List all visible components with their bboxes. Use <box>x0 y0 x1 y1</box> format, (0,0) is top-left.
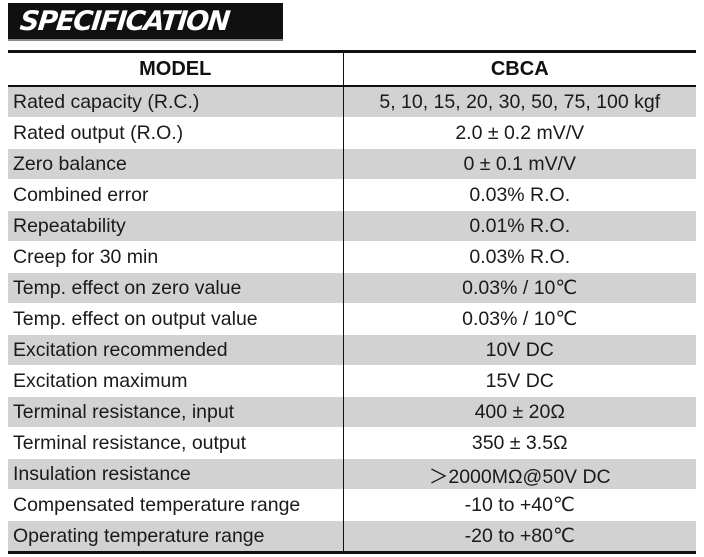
table-row: Insulation resistance ＞2000MΩ@50V DC <box>8 458 696 490</box>
spec-label: Excitation recommended <box>8 334 344 366</box>
spec-value: 0 ± 0.1 mV/V <box>343 148 696 180</box>
specification-table: MODEL CBCA Rated capacity (R.C.) 5, 10, … <box>8 50 696 554</box>
table-row: Operating temperature range -20 to +80℃ <box>8 520 696 554</box>
table-row: Excitation maximum 15V DC <box>8 365 696 397</box>
table-row: Terminal resistance, output 350 ± 3.5Ω <box>8 427 696 459</box>
table-row: Temp. effect on output value 0.03% / 10℃ <box>8 303 696 335</box>
spec-label: Zero balance <box>8 148 344 180</box>
spec-label: Terminal resistance, output <box>8 427 344 459</box>
spec-value: 0.03% R.O. <box>343 241 696 273</box>
table-row: Repeatability 0.01% R.O. <box>8 210 696 242</box>
table-row: Rated output (R.O.) 2.0 ± 0.2 mV/V <box>8 117 696 149</box>
spec-label: Creep for 30 min <box>8 241 344 273</box>
spec-value: -10 to +40℃ <box>343 489 696 521</box>
spec-value: 0.01% R.O. <box>343 210 696 242</box>
spec-value: 10V DC <box>343 334 696 366</box>
spec-label: Temp. effect on output value <box>8 303 344 335</box>
section-title-banner: SPECIFICATION <box>8 3 283 41</box>
table-header-row: MODEL CBCA <box>8 50 696 87</box>
spec-label: Rated capacity (R.C.) <box>8 85 344 118</box>
header-model-label: MODEL <box>8 50 344 87</box>
spec-value: 0.03% / 10℃ <box>343 272 696 304</box>
table-row: Combined error 0.03% R.O. <box>8 179 696 211</box>
spec-label: Repeatability <box>8 210 344 242</box>
table-row: Rated capacity (R.C.) 5, 10, 15, 20, 30,… <box>8 85 696 118</box>
table-row: Terminal resistance, input 400 ± 20Ω <box>8 396 696 428</box>
table-row: Compensated temperature range -10 to +40… <box>8 489 696 521</box>
table-row: Creep for 30 min 0.03% R.O. <box>8 241 696 273</box>
spec-value: ＞2000MΩ@50V DC <box>343 458 696 490</box>
spec-label: Combined error <box>8 179 344 211</box>
spec-value: 0.03% / 10℃ <box>343 303 696 335</box>
spec-value: 5, 10, 15, 20, 30, 50, 75, 100 kgf <box>343 85 696 118</box>
spec-label: Excitation maximum <box>8 365 344 397</box>
spec-value: 2.0 ± 0.2 mV/V <box>343 117 696 149</box>
spec-label: Operating temperature range <box>8 520 344 554</box>
spec-label: Temp. effect on zero value <box>8 272 344 304</box>
section-title: SPECIFICATION <box>18 6 231 37</box>
spec-value: 400 ± 20Ω <box>343 396 696 428</box>
spec-value: 350 ± 3.5Ω <box>343 427 696 459</box>
table-row: Temp. effect on zero value 0.03% / 10℃ <box>8 272 696 304</box>
table-row: Zero balance 0 ± 0.1 mV/V <box>8 148 696 180</box>
spec-label: Rated output (R.O.) <box>8 117 344 149</box>
header-model-value: CBCA <box>343 50 696 87</box>
table-row: Excitation recommended 10V DC <box>8 334 696 366</box>
spec-label: Terminal resistance, input <box>8 396 344 428</box>
spec-value: 0.03% R.O. <box>343 179 696 211</box>
spec-value: -20 to +80℃ <box>343 520 696 554</box>
spec-label: Insulation resistance <box>8 458 344 490</box>
spec-value: 15V DC <box>343 365 696 397</box>
spec-label: Compensated temperature range <box>8 489 344 521</box>
